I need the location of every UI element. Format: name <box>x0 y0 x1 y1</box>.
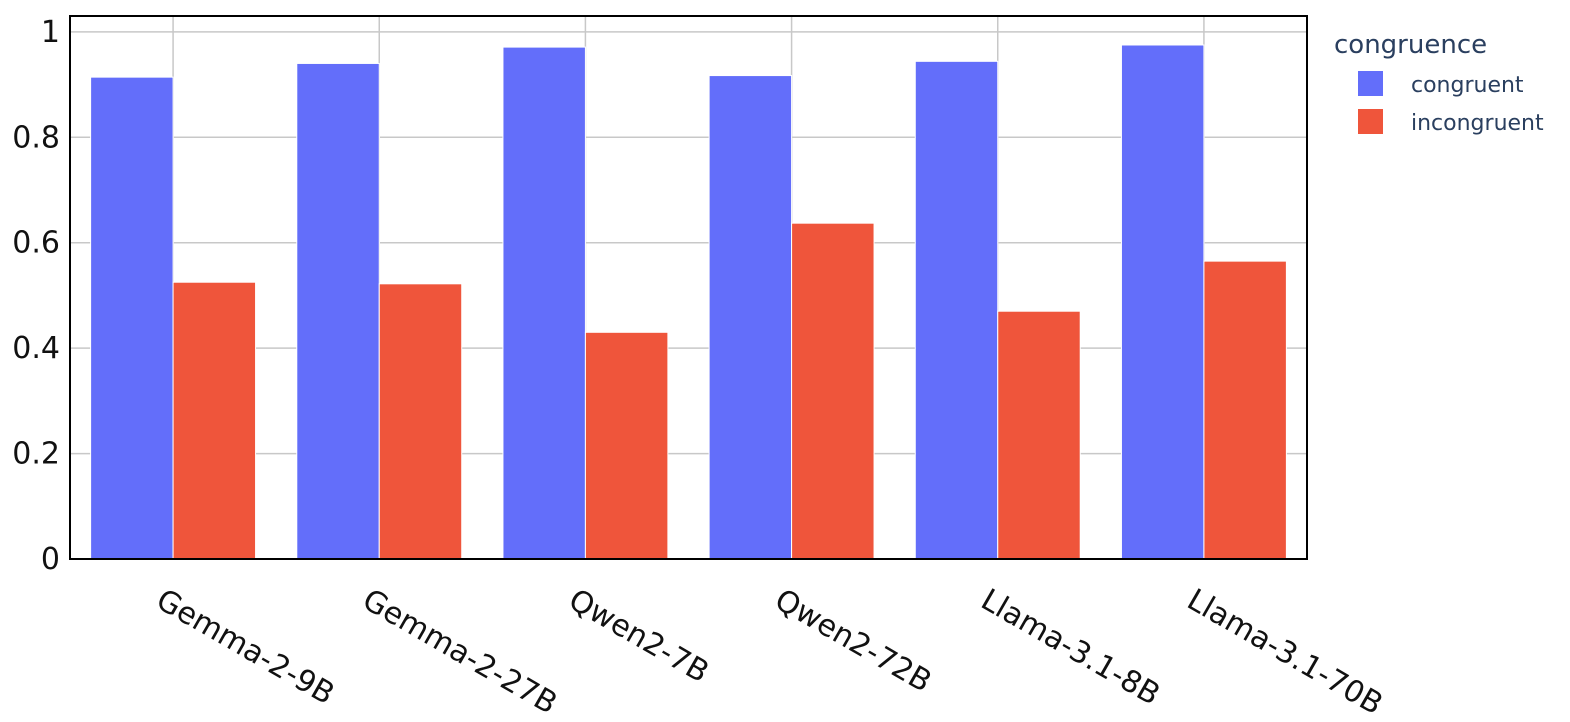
bar-congruent-Gemma-2-27B[interactable] <box>296 62 380 560</box>
y-tick-label: 0.6 <box>12 226 60 261</box>
x-tick-label: Qwen2-72B <box>769 582 937 699</box>
bar-congruent-Qwen2-7B[interactable] <box>502 46 586 560</box>
y-tick-label: 0 <box>41 542 60 577</box>
x-tick-label: Gemma-2-27B <box>356 582 562 721</box>
y-tick-label: 0.2 <box>12 437 60 472</box>
x-tick-label: Llama-3.1-8B <box>975 582 1166 712</box>
bar-incongruent-Gemma-2-27B[interactable] <box>378 283 463 560</box>
bar-incongruent-Llama-3.1-8B[interactable] <box>997 310 1081 560</box>
plot-frame <box>69 15 1308 560</box>
bar-congruent-Llama-3.1-8B[interactable] <box>914 60 999 560</box>
x-tick-label: Gemma-2-9B <box>150 582 340 712</box>
legend-swatch-congruent[interactable] <box>1358 71 1383 96</box>
bar-incongruent-Llama-3.1-70B[interactable] <box>1203 260 1287 560</box>
bar-congruent-Qwen2-72B[interactable] <box>708 75 793 560</box>
y-tick-label: 0.4 <box>12 331 60 366</box>
bar-incongruent-Gemma-2-9B[interactable] <box>172 281 257 560</box>
legend[interactable]: congruence congruent incongruent <box>1334 30 1544 136</box>
y-tick-label: 1 <box>41 15 60 50</box>
bars <box>90 44 1287 560</box>
bar-congruent-Gemma-2-9B[interactable] <box>90 76 174 560</box>
legend-label-congruent[interactable]: congruent <box>1411 73 1524 98</box>
x-tick-label: Llama-3.1-70B <box>1181 582 1388 722</box>
legend-title: congruence <box>1334 30 1487 60</box>
y-axis-ticks: 0 0.2 0.4 0.6 0.8 1 <box>12 15 60 577</box>
legend-swatch-incongruent[interactable] <box>1358 109 1383 134</box>
bar-congruent-Llama-3.1-70B[interactable] <box>1120 44 1205 560</box>
bar-incongruent-Qwen2-7B[interactable] <box>584 331 669 560</box>
y-tick-label: 0.8 <box>12 120 60 155</box>
bar-incongruent-Qwen2-72B[interactable] <box>791 222 875 560</box>
x-axis-ticks: Gemma-2-9B Gemma-2-27B Qwen2-7B Qwen2-72B Ll… <box>150 582 1388 722</box>
x-tick-label: Qwen2-7B <box>563 582 715 690</box>
legend-label-incongruent[interactable]: incongruent <box>1411 111 1544 136</box>
